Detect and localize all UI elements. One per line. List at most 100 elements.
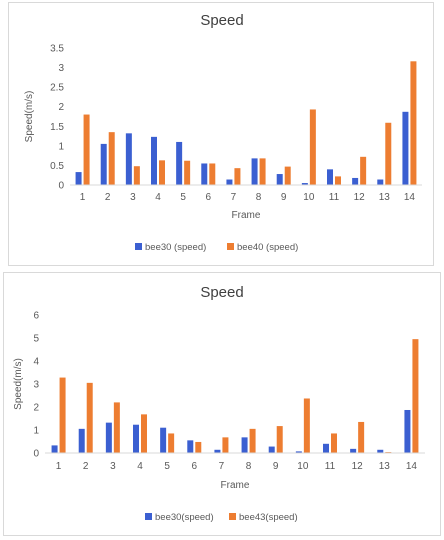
chart1-bar-a-1 bbox=[75, 172, 82, 185]
chart1-bar-a-5 bbox=[176, 141, 183, 185]
chart2-x-tick-label: 10 bbox=[297, 461, 309, 472]
chart1-y-tick-label: 1 bbox=[58, 141, 64, 152]
chart2-bar-a-14 bbox=[404, 409, 411, 453]
chart1-bar-a-3 bbox=[125, 133, 132, 185]
chart2-x-tick-label: 1 bbox=[56, 461, 62, 472]
chart1-legend-swatch-2 bbox=[227, 243, 234, 250]
chart1-x-axis-label: Frame bbox=[232, 210, 261, 221]
chart2-bar-a-5 bbox=[160, 427, 167, 453]
chart2-x-tick-label: 2 bbox=[83, 461, 89, 472]
chart1-x-tick-label: 12 bbox=[354, 192, 366, 203]
chart1-title: Speed bbox=[200, 12, 243, 29]
chart2-bar-a-13 bbox=[377, 449, 384, 453]
chart1-y-tick-label: 2 bbox=[58, 102, 64, 113]
chart2-x-tick-label: 6 bbox=[192, 461, 198, 472]
chart2-bar-a-8 bbox=[241, 437, 248, 453]
chart2-x-tick-label: 3 bbox=[110, 461, 116, 472]
chart1-y-axis-label: Speed(m/s) bbox=[24, 91, 35, 143]
chart2-bar-b-7 bbox=[222, 437, 229, 453]
chart1-bar-b-14 bbox=[410, 61, 417, 185]
chart2-bar-b-10 bbox=[303, 398, 310, 453]
chart2-x-axis-label: Frame bbox=[221, 480, 250, 491]
chart2-bar-a-7 bbox=[214, 449, 221, 453]
chart1-y-tick-label: 2.5 bbox=[50, 83, 64, 94]
chart1-x-tick-label: 6 bbox=[206, 192, 212, 203]
chart2-x-tick-label: 13 bbox=[379, 461, 391, 472]
chart2-legend-label-2: bee43(speed) bbox=[239, 512, 298, 523]
chart1-bar-b-1 bbox=[83, 114, 90, 185]
chart2-bar-b-1 bbox=[59, 377, 66, 453]
chart1-bar-a-2 bbox=[100, 143, 107, 185]
chart2-y-tick-label: 5 bbox=[33, 334, 39, 345]
chart2-x-tick-label: 5 bbox=[164, 461, 170, 472]
chart1-bar-b-11 bbox=[335, 176, 341, 185]
chart1-y-tick-label: 3.5 bbox=[50, 44, 64, 55]
speed-chart-1: Speed 0 0.5 1 1.5 2 2.5 3 3.5 Speed(m/s) 1 2 3 4 5 6 7 8 9… bbox=[8, 2, 434, 266]
chart1-bar-b-13 bbox=[385, 122, 392, 185]
chart1-y-tick-label: 3 bbox=[58, 63, 64, 74]
chart1-bar-b-6 bbox=[209, 163, 216, 185]
chart1-x-tick-label: 3 bbox=[130, 192, 136, 203]
chart2-bar-b-4 bbox=[141, 414, 147, 453]
chart1-bar-a-4 bbox=[151, 136, 157, 185]
chart2-bar-a-2 bbox=[78, 428, 85, 453]
chart2-x-tick-label: 11 bbox=[325, 461, 336, 472]
chart1-bar-b-7 bbox=[234, 168, 241, 185]
chart1-x-tick-label: 5 bbox=[180, 192, 186, 203]
chart2-bar-b-11 bbox=[331, 433, 337, 453]
chart2-x-tick-label: 14 bbox=[406, 461, 418, 472]
chart2-bar-a-1 bbox=[51, 445, 58, 453]
chart1-y-tick-label: 0.5 bbox=[50, 161, 64, 172]
chart1-bar-b-12 bbox=[360, 156, 367, 185]
chart1-bar-a-14 bbox=[402, 111, 409, 185]
chart1-x-tick-label: 13 bbox=[379, 192, 391, 203]
chart1-legend-swatch-1 bbox=[135, 243, 142, 250]
chart2-bar-a-11 bbox=[323, 443, 329, 453]
chart1-x-tick-label: 4 bbox=[155, 192, 161, 203]
chart1-bar-b-10 bbox=[309, 109, 316, 185]
chart2-bar-b-8 bbox=[249, 428, 256, 453]
chart1-x-tick-label: 2 bbox=[105, 192, 111, 203]
chart1-x-tick-label: 14 bbox=[404, 192, 416, 203]
chart2-bar-b-14 bbox=[412, 339, 419, 453]
chart1-bar-a-11 bbox=[327, 169, 333, 185]
speed-chart-2: Speed 0 1 2 3 4 5 6 Speed(m/s) 1 2 3 4 5 6 7 8 9 10 11 12 13 1… bbox=[3, 272, 441, 536]
chart2-y-tick-label: 6 bbox=[33, 311, 39, 322]
chart2-y-tick-label: 1 bbox=[33, 426, 39, 437]
chart2-y-tick-label: 2 bbox=[33, 403, 39, 414]
chart1-bar-a-13 bbox=[377, 179, 384, 185]
chart1-bar-a-12 bbox=[352, 177, 359, 185]
chart1-legend-label-1: bee30 (speed) bbox=[145, 242, 206, 253]
chart1-bar-b-8 bbox=[259, 158, 266, 185]
chart1-bar-b-5 bbox=[184, 160, 191, 185]
chart2-y-axis-label: Speed(m/s) bbox=[13, 358, 24, 410]
chart1-bar-a-8 bbox=[251, 158, 258, 185]
chart1-bar-b-9 bbox=[284, 166, 291, 185]
chart2-bar-b-5 bbox=[168, 433, 175, 453]
chart1-y-tick-label: 0 bbox=[58, 181, 64, 192]
chart2-bar-a-10 bbox=[295, 451, 302, 453]
chart2-bar-b-3 bbox=[113, 402, 120, 453]
chart1-x-tick-label: 7 bbox=[231, 192, 237, 203]
chart2-x-tick-label: 4 bbox=[137, 461, 143, 472]
chart2-y-tick-label: 4 bbox=[33, 357, 39, 368]
chart1-x-tick-label: 10 bbox=[303, 192, 315, 203]
chart2-x-tick-label: 8 bbox=[246, 461, 252, 472]
chart2-bar-a-9 bbox=[268, 446, 275, 453]
chart2-bar-a-3 bbox=[105, 422, 112, 453]
chart2-bar-a-6 bbox=[187, 440, 194, 453]
chart2-legend-label-1: bee30(speed) bbox=[155, 512, 214, 523]
chart1-bar-b-4 bbox=[159, 160, 165, 185]
chart1-bar-a-9 bbox=[276, 174, 283, 185]
chart2-bar-a-12 bbox=[350, 448, 357, 453]
chart2-y-tick-label: 3 bbox=[33, 380, 39, 391]
chart1-x-tick-label: 8 bbox=[256, 192, 262, 203]
chart1-x-tick-label: 11 bbox=[329, 192, 340, 203]
chart2-bar-b-6 bbox=[195, 441, 202, 453]
chart1-x-tick-label: 1 bbox=[80, 192, 86, 203]
chart2-legend-swatch-1 bbox=[145, 513, 152, 520]
chart1-bar-b-2 bbox=[108, 132, 115, 185]
chart2-x-tick-label: 9 bbox=[273, 461, 279, 472]
